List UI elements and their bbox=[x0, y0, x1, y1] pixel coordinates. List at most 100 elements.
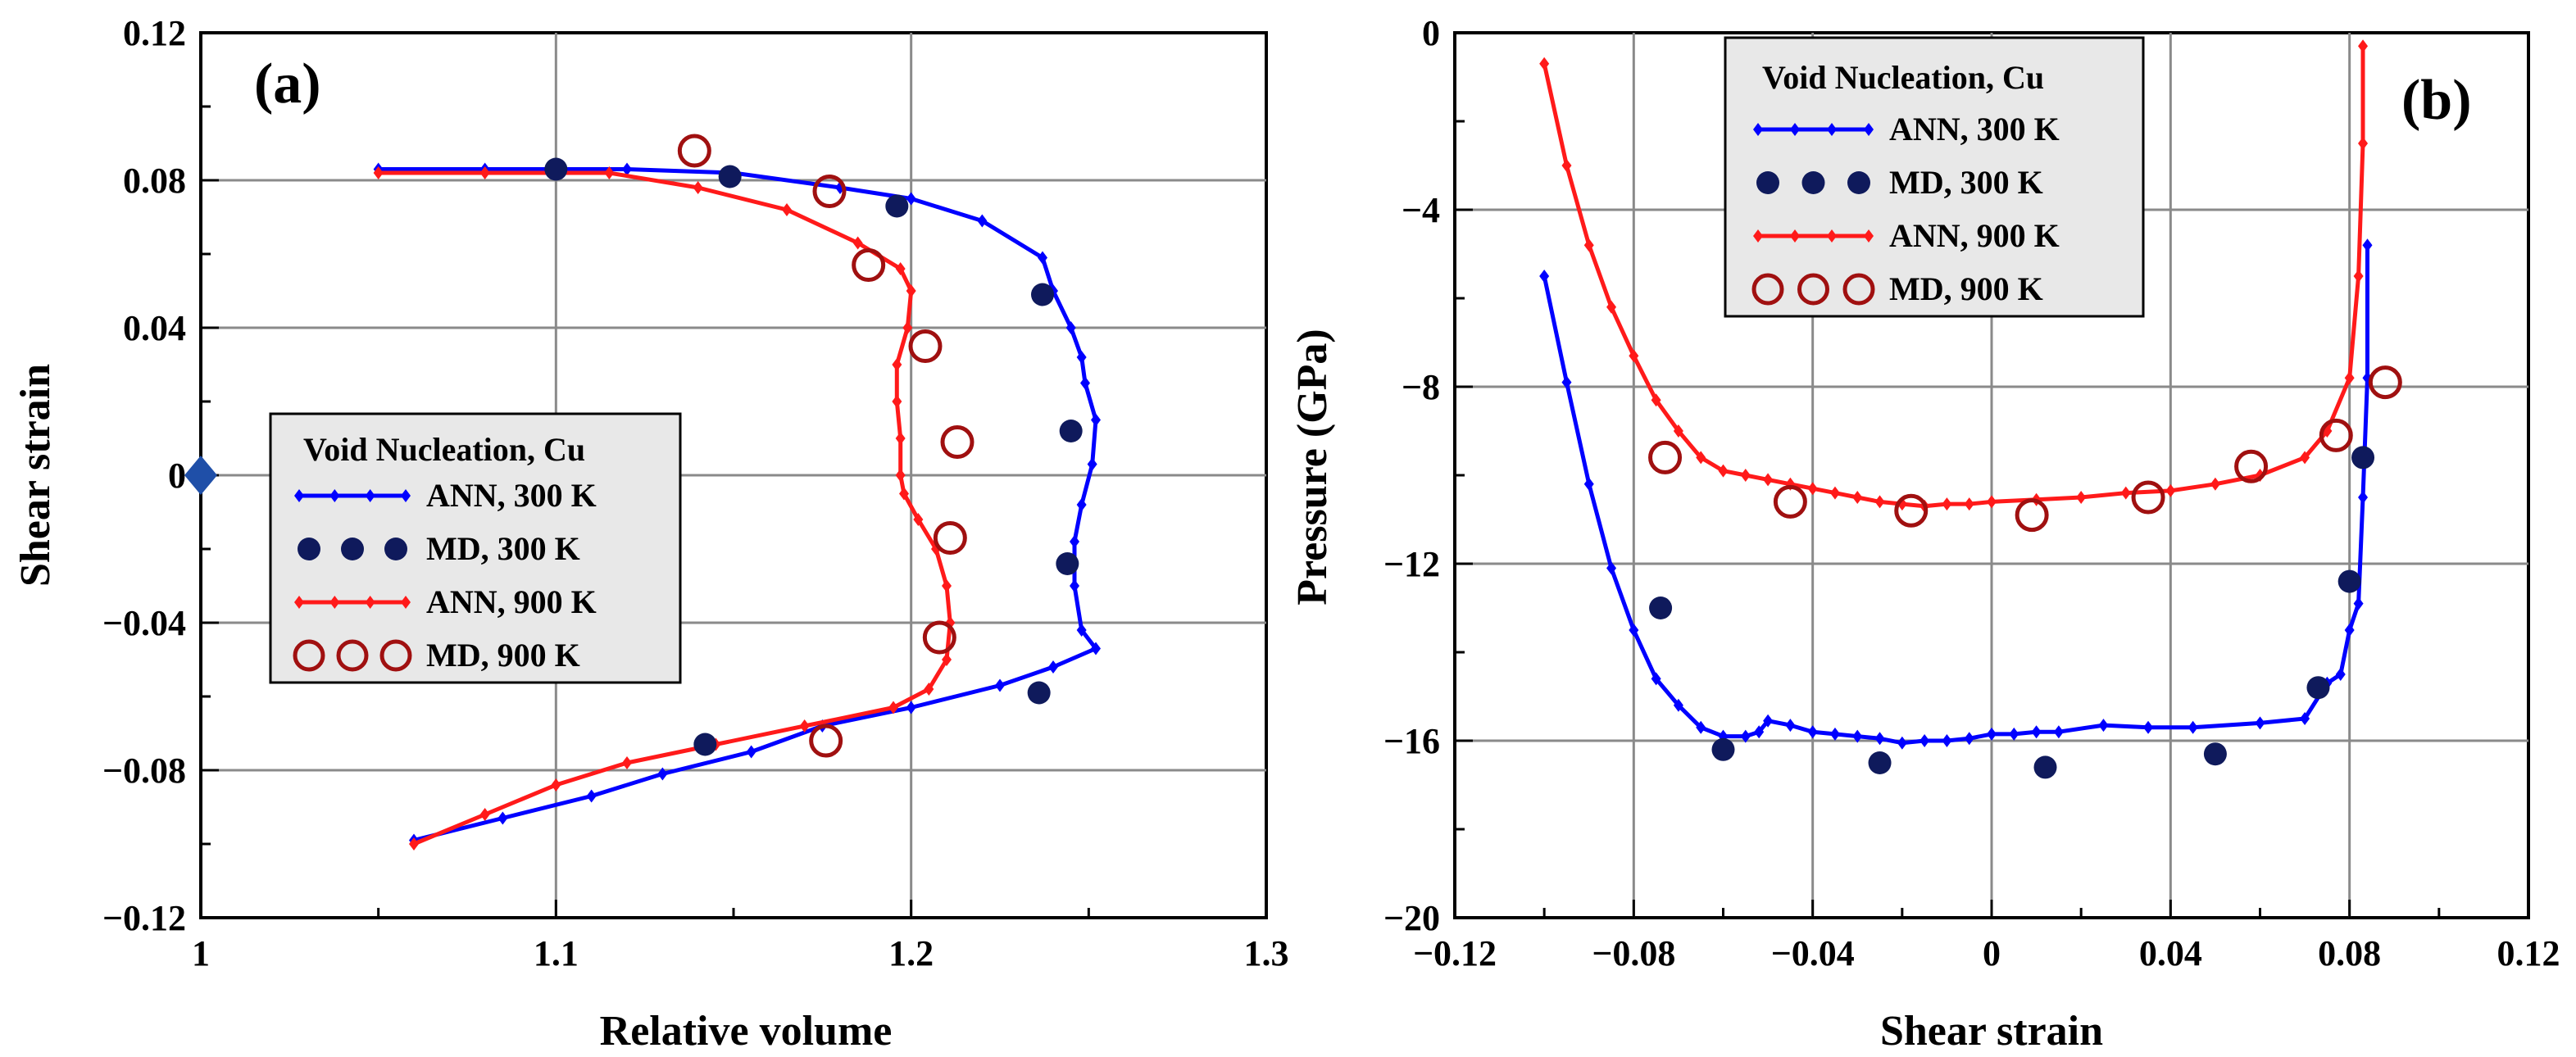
panel-a: 1 1.1 1.2 1.3 −0.12 −0.08 −0.04 0 0.04 0.08 0.12 (… bbox=[12, 13, 1289, 1055]
md-900k-point bbox=[940, 425, 975, 459]
md-900k-point bbox=[677, 134, 711, 168]
md-900k-point bbox=[2131, 480, 2165, 515]
line-point-marker bbox=[799, 719, 810, 733]
line-point-marker bbox=[1987, 727, 1997, 741]
line-point-marker bbox=[604, 166, 615, 179]
line-point-marker bbox=[2358, 491, 2369, 504]
line-point-marker bbox=[1740, 469, 1751, 482]
line-point-marker bbox=[1964, 497, 1974, 511]
line-point-marker bbox=[942, 579, 952, 592]
line-point-marker bbox=[1920, 734, 1930, 747]
legend-line-marker bbox=[365, 596, 375, 609]
line-point-marker bbox=[899, 487, 909, 501]
line-point-marker bbox=[1763, 473, 1774, 487]
x-tick-label: −0.08 bbox=[1592, 933, 1675, 973]
md-900k-point bbox=[2234, 449, 2269, 483]
legend-open-marker bbox=[293, 639, 325, 672]
line-point-marker bbox=[1829, 727, 1840, 741]
legend-filled-marker bbox=[1847, 171, 1870, 194]
x-tick-label: 0 bbox=[1983, 933, 2001, 973]
line-point-marker bbox=[746, 745, 756, 759]
line-point-marker bbox=[2143, 720, 2154, 734]
y-tick-label: −20 bbox=[1383, 898, 1440, 938]
line-point-marker bbox=[1561, 159, 1572, 172]
line-point-marker bbox=[551, 778, 561, 792]
line-point-marker bbox=[2362, 238, 2373, 252]
line-point-marker bbox=[1874, 495, 1885, 509]
legend-filled-marker bbox=[298, 538, 320, 560]
line-point-marker bbox=[2344, 624, 2355, 637]
line-point-marker bbox=[1651, 393, 1661, 407]
line-point-marker bbox=[497, 811, 508, 825]
line-point-marker bbox=[1964, 732, 1974, 746]
y-tick-label: −12 bbox=[1383, 544, 1440, 584]
x-tick-label: 1.1 bbox=[534, 933, 579, 973]
y-tick-label: −16 bbox=[1383, 721, 1440, 761]
legend-line-marker bbox=[1753, 123, 1763, 136]
legend-entry-label: MD, 900 K bbox=[426, 637, 580, 674]
legend-open-marker bbox=[379, 639, 412, 672]
legend-filled-marker bbox=[1801, 171, 1825, 194]
line-point-marker bbox=[2335, 668, 2346, 681]
md-900k-point bbox=[2368, 365, 2402, 400]
legend-line-marker bbox=[1790, 123, 1800, 136]
line-point-marker bbox=[1942, 497, 1952, 511]
md-900k-point bbox=[908, 329, 943, 363]
x-tick-label: −0.04 bbox=[1771, 933, 1855, 973]
line-point-marker bbox=[852, 236, 863, 250]
legend-entry-label: MD, 300 K bbox=[1889, 164, 2043, 201]
grid-b bbox=[1455, 33, 2528, 918]
line-point-marker bbox=[1606, 300, 1617, 314]
line-point-marker bbox=[2353, 270, 2364, 283]
line-point-marker bbox=[2076, 491, 2087, 504]
line-point-marker bbox=[888, 701, 898, 714]
legend-line-marker bbox=[1753, 229, 1763, 243]
line-point-marker bbox=[1785, 719, 1796, 733]
legend-filled-marker bbox=[341, 538, 364, 560]
line-point-marker bbox=[2098, 719, 2109, 733]
md-300k-point bbox=[2203, 742, 2227, 766]
line-point-marker bbox=[902, 321, 913, 334]
md-300k-point bbox=[1027, 681, 1051, 705]
legend-line-marker bbox=[1864, 123, 1874, 136]
y-tick-label: −4 bbox=[1402, 190, 1440, 230]
line-point-marker bbox=[622, 162, 632, 176]
legend-open-marker bbox=[1842, 273, 1875, 306]
legend-title-b: Void Nucleation, Cu bbox=[1762, 59, 2044, 96]
line-point-marker bbox=[1807, 725, 1818, 739]
line-point-marker bbox=[1539, 270, 1550, 283]
line-point-marker bbox=[586, 789, 597, 803]
md-300k-point bbox=[1056, 552, 1079, 575]
md-300k-point bbox=[1711, 737, 1735, 761]
line-point-marker bbox=[906, 701, 916, 714]
legend-line-marker bbox=[401, 596, 411, 609]
line-point-marker bbox=[906, 192, 916, 206]
ticks-b: −0.12 −0.08 −0.04 0 0.04 0.08 0.12 −20 −16 −12 −8 −… bbox=[1383, 13, 2560, 973]
md-300k-point bbox=[2306, 676, 2330, 700]
y-tick-label: 0.12 bbox=[123, 13, 186, 53]
line-point-marker bbox=[1807, 482, 1818, 496]
legend-line-marker bbox=[1790, 229, 1800, 243]
line-point-marker bbox=[622, 756, 632, 769]
line-point-marker bbox=[1763, 714, 1774, 728]
x-tick-label: 1 bbox=[192, 933, 210, 973]
line-point-marker bbox=[1076, 351, 1087, 364]
line-point-marker bbox=[373, 166, 384, 179]
line-point-marker bbox=[942, 653, 952, 666]
line-point-marker bbox=[2300, 451, 2310, 465]
line-point-marker bbox=[1048, 660, 1058, 674]
md-900k-point bbox=[852, 248, 886, 282]
md-300k-point bbox=[544, 157, 568, 181]
legend-line-marker bbox=[294, 596, 304, 609]
line-point-marker bbox=[977, 214, 988, 228]
legend-line-marker bbox=[329, 489, 340, 502]
x-axis-label-b: Shear strain bbox=[1880, 1008, 2103, 1055]
legend-line-marker bbox=[1864, 229, 1874, 243]
line-point-marker bbox=[409, 837, 419, 851]
md-300k-point bbox=[885, 194, 909, 218]
y-tick-label: −8 bbox=[1402, 367, 1440, 407]
line-point-marker bbox=[906, 284, 916, 297]
line-point-marker bbox=[2053, 725, 2064, 739]
line-point-marker bbox=[1852, 491, 1863, 504]
